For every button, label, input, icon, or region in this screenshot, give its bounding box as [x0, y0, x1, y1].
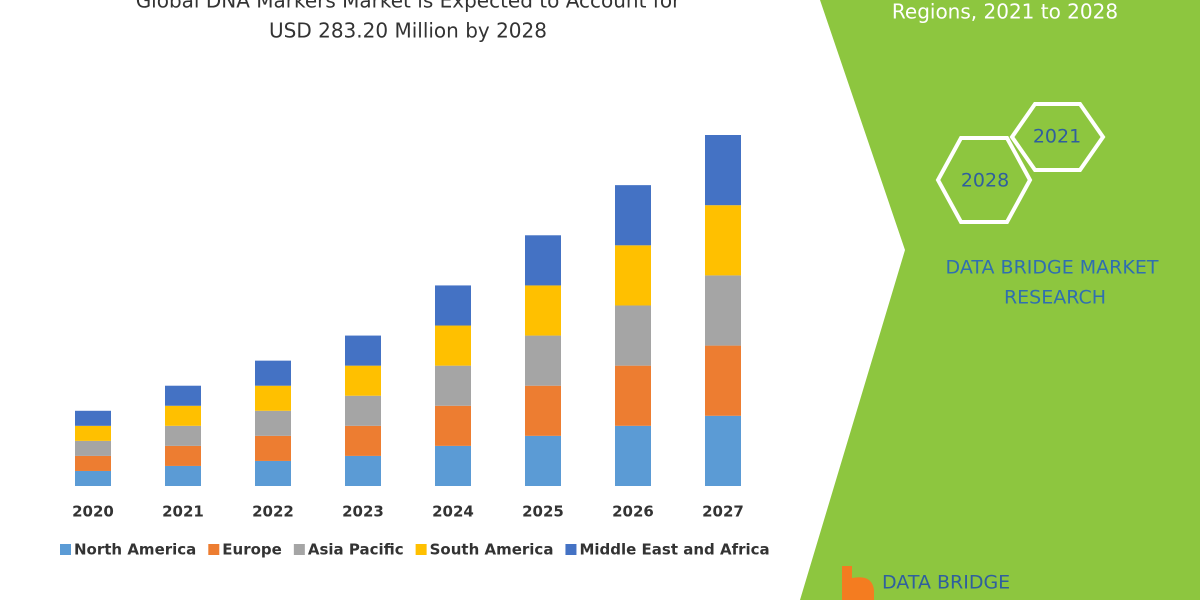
bar-segment [705, 275, 741, 346]
title-line: Global DNA Markers Market is Expected to… [136, 0, 681, 13]
bar-segment [165, 385, 201, 406]
bar-segment [705, 415, 741, 486]
hexagon [1009, 102, 1106, 172]
legend-swatch [60, 544, 71, 555]
bar-segment [165, 445, 201, 466]
bar-segment [615, 365, 651, 426]
bar-segment [165, 465, 201, 486]
legend-swatch [415, 544, 427, 555]
bar-segment [615, 425, 651, 486]
x-tick-label: 2027 [702, 503, 744, 521]
x-tick-label: 2021 [162, 503, 204, 521]
bar-segment [75, 455, 111, 471]
legend-label: Middle East and Africa [579, 541, 769, 559]
legend-label: North America [74, 541, 196, 559]
bar-segment [525, 385, 561, 436]
bar-segment [165, 425, 201, 446]
hexagon [935, 136, 1033, 224]
bar-segment [345, 395, 381, 426]
title-line: USD 283.20 Million by 2028 [269, 19, 547, 43]
bar-segment [255, 410, 291, 436]
bar-segment [75, 425, 111, 441]
legend-swatch [208, 544, 220, 555]
legend-label: South America [430, 541, 554, 559]
bar-segment [705, 345, 741, 416]
bar-segment [615, 305, 651, 366]
x-tick-label: 2020 [72, 503, 114, 521]
logo-text: DATA BRIDGE [882, 572, 1010, 594]
bar-segment [615, 245, 651, 306]
bar-segment [435, 285, 471, 326]
bar-segment [255, 435, 291, 461]
x-tick-label: 2025 [522, 503, 564, 521]
bar-segment [525, 285, 561, 336]
bar-segment [435, 365, 471, 406]
hexagon-label: 2021 [1033, 126, 1081, 148]
bar-segment [255, 385, 291, 411]
bar-segment [75, 410, 111, 426]
x-tick-label: 2026 [612, 503, 654, 521]
legend-swatch [293, 544, 305, 555]
green-panel [800, 0, 1200, 600]
bar-segment [345, 425, 381, 456]
bar-segment [705, 135, 741, 206]
x-tick-label: 2022 [252, 503, 294, 521]
bar-segment [435, 445, 471, 486]
legend-label: Asia Pacific [308, 541, 404, 559]
x-tick-label: 2024 [432, 503, 474, 521]
bar-segment [345, 335, 381, 366]
brand-line: RESEARCH [1004, 287, 1106, 309]
legend-swatch [565, 544, 577, 555]
bar-segment [345, 365, 381, 396]
brand-line: DATA BRIDGE MARKET [946, 257, 1159, 279]
hexagon-label: 2028 [961, 170, 1009, 192]
x-tick-label: 2023 [342, 503, 384, 521]
bar-segment [525, 235, 561, 286]
bar-segment [345, 455, 381, 486]
bar-segment [525, 435, 561, 486]
bar-segment [435, 325, 471, 366]
sidebar-heading: Regions, 2021 to 2028 [892, 0, 1118, 24]
legend-label: Europe [222, 541, 282, 559]
bar-segment [75, 440, 111, 456]
bar-segment [255, 460, 291, 486]
bar-segment [615, 185, 651, 246]
bar-segment [435, 405, 471, 446]
bar-segment [525, 335, 561, 386]
logo-icon [842, 566, 874, 600]
bar-segment [165, 405, 201, 426]
bar-segment [255, 360, 291, 386]
bar-segment [75, 470, 111, 486]
bar-segment [705, 205, 741, 276]
